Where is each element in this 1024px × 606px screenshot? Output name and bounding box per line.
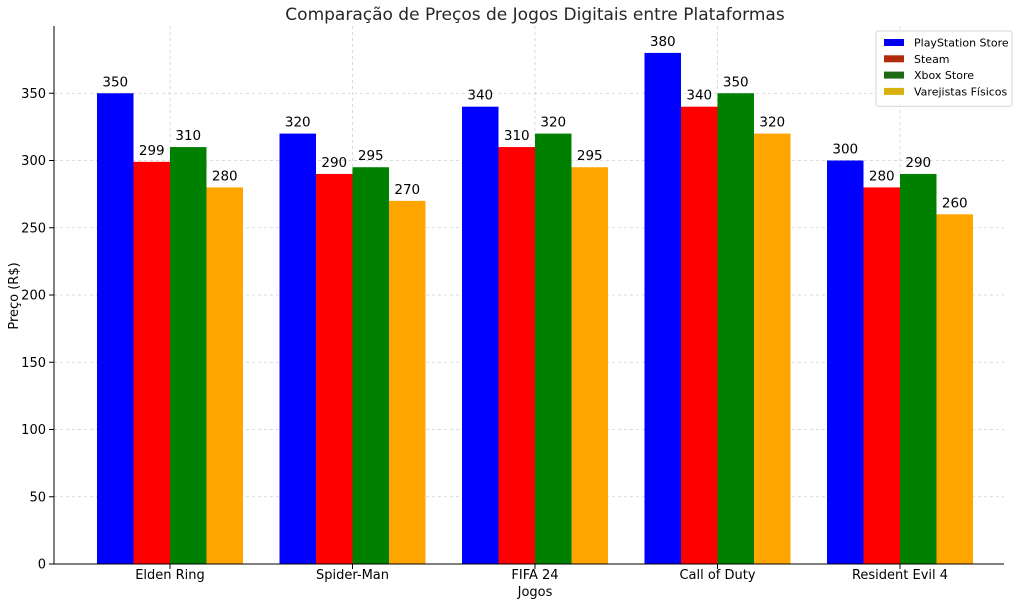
x-axis-label: Jogos: [517, 585, 553, 600]
x-tick-label: Elden Ring: [135, 568, 205, 583]
legend-swatch: [884, 39, 904, 46]
data-label: 380: [650, 34, 676, 50]
data-label: 280: [869, 168, 895, 184]
data-label: 350: [723, 74, 749, 90]
bar: [316, 173, 353, 564]
data-label: 290: [321, 155, 347, 171]
bar: [717, 93, 754, 564]
y-tick-label: 100: [21, 423, 46, 438]
bar: [863, 187, 900, 564]
bar: [206, 187, 243, 564]
y-tick-label: 200: [21, 289, 46, 304]
axes: 0 50 100 150 200 250 300 350 Elden Ring Spider-Ma…: [21, 26, 1004, 583]
bar: [936, 214, 973, 565]
data-label: 270: [394, 182, 420, 198]
bar: [644, 52, 681, 565]
y-tick-label: 300: [21, 154, 46, 169]
bar: [900, 173, 937, 564]
legend-swatch: [884, 87, 904, 95]
data-labels: 350 299 310 280 320 290 295 270 340 310 320 295 380 3…: [102, 34, 967, 211]
data-label: 295: [358, 148, 384, 164]
bar: [279, 133, 316, 564]
bar: [498, 147, 535, 565]
x-tick-label: Call of Duty: [679, 568, 755, 583]
bar: [571, 167, 608, 564]
data-label: 320: [285, 115, 311, 131]
x-tick-label: Spider-Man: [316, 568, 389, 583]
data-label: 295: [577, 148, 603, 164]
data-label: 340: [467, 88, 493, 104]
bar: [133, 161, 170, 564]
legend: PlayStation Store Steam Xbox Store Varejist…: [875, 30, 1013, 107]
bar: [352, 167, 389, 564]
bar: [535, 133, 572, 564]
bar: [827, 160, 864, 564]
bar: [170, 147, 207, 565]
legend-label: PlayStation Store: [914, 37, 1009, 50]
bars: [97, 52, 973, 565]
legend-swatch: [884, 71, 904, 79]
bar: [97, 93, 134, 564]
data-label: 280: [212, 168, 238, 184]
bar: [389, 200, 426, 564]
y-tick-label: 250: [21, 221, 46, 236]
data-label: 290: [905, 155, 931, 171]
x-tick-label: Resident Evil 4: [852, 568, 948, 583]
y-tick-label: 50: [29, 490, 46, 505]
data-label: 310: [504, 128, 530, 144]
y-tick-label: 150: [21, 356, 46, 371]
data-label: 340: [686, 88, 712, 104]
chart-title: Comparação de Preços de Jogos Digitais e…: [285, 5, 785, 25]
data-label: 300: [832, 142, 858, 158]
legend-swatch: [884, 55, 904, 63]
data-label: 320: [540, 115, 566, 131]
legend-frame: [875, 30, 1013, 107]
bar: [462, 106, 499, 564]
bar: [681, 106, 718, 564]
data-label: 260: [942, 195, 968, 211]
legend-label: Varejistas Físicos: [914, 85, 1008, 98]
x-tick-label: FIFA 24: [511, 568, 558, 583]
legend-label: Steam: [914, 53, 950, 66]
data-label: 299: [139, 143, 165, 159]
legend-label: Xbox Store: [914, 69, 974, 82]
data-label: 350: [102, 74, 128, 90]
data-label: 310: [175, 128, 201, 144]
y-axis-label: Preço (R$): [7, 262, 22, 329]
data-label: 320: [759, 115, 785, 131]
bar: [754, 133, 791, 564]
y-tick-label: 350: [21, 87, 46, 102]
y-tick-label: 0: [38, 558, 46, 573]
